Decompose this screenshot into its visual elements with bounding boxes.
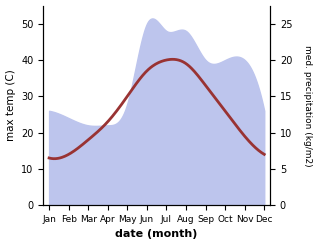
Y-axis label: med. precipitation (kg/m2): med. precipitation (kg/m2): [303, 45, 313, 166]
X-axis label: date (month): date (month): [115, 230, 198, 239]
Y-axis label: max temp (C): max temp (C): [5, 70, 16, 141]
